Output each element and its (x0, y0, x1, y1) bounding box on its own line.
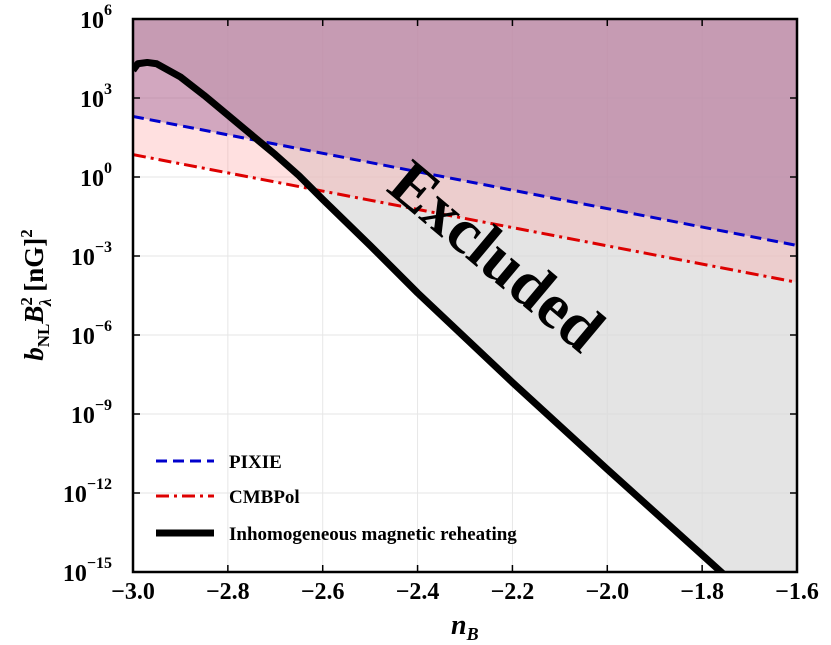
y-axis-label-lambda: λ (36, 298, 55, 307)
y-axis-label-sup2: 2 (17, 297, 36, 306)
x-axis-label-sub: B (466, 624, 479, 644)
x-tick-label-0: −3.0 (111, 579, 155, 605)
y-axis-label-unitsup: 2 (17, 229, 36, 238)
y-axis-label: bNLB2λ [nG]2 (17, 229, 55, 360)
y-tick-label-1: 10−12 (63, 476, 112, 508)
region-pixie (133, 19, 797, 246)
y-tick-label-7: 106 (80, 2, 112, 34)
y-axis-label-unit: [nG] (19, 238, 49, 299)
x-tick-label-1: −2.8 (206, 579, 250, 605)
y-tick-label-3: 10−6 (71, 318, 112, 350)
y-tick-label-0: 10−15 (63, 555, 112, 587)
y-tick-label-5: 100 (80, 160, 112, 192)
series-line-cmbpol (133, 153, 797, 284)
legend-label-pixie: PIXIE (229, 452, 282, 473)
shaded-regions (133, 19, 797, 572)
series-lines (133, 58, 797, 572)
y-axis-label-b: b (19, 347, 49, 361)
axis-ticks: −3.0 −2.8 −2.6 −2.4 −2.2 −2.0 −1.8 −1.6 10−15 10−… (63, 2, 819, 605)
plot-frame (131, 17, 799, 574)
y-tick-label-6: 103 (80, 81, 112, 113)
y-axis-label-nl: NL (34, 324, 53, 348)
region-reheating (133, 19, 797, 572)
x-tick-label-4: −2.2 (491, 579, 535, 605)
y-axis-label-B: B (19, 306, 49, 325)
x-tick-label-5: −2.0 (585, 579, 629, 605)
legend: PIXIE CMBPol Inhomogeneous magnetic rehe… (156, 452, 517, 545)
series-line-pixie (133, 114, 797, 247)
x-axis-label: nB (451, 610, 479, 644)
legend-label-cmbpol: CMBPol (229, 487, 300, 508)
y-tick-label-2: 10−9 (71, 397, 112, 429)
series-line-reheating (133, 58, 727, 572)
x-tick-label-2: −2.6 (301, 579, 345, 605)
x-axis-label-main: n (451, 610, 467, 641)
x-tick-label-3: −2.4 (396, 579, 440, 605)
x-tick-label-7: −1.6 (775, 579, 819, 605)
x-tick-label-6: −1.8 (680, 579, 724, 605)
legend-label-reheating: Inhomogeneous magnetic reheating (229, 524, 517, 545)
region-cmbpol (133, 19, 797, 283)
y-tick-label-4: 10−3 (71, 239, 112, 271)
